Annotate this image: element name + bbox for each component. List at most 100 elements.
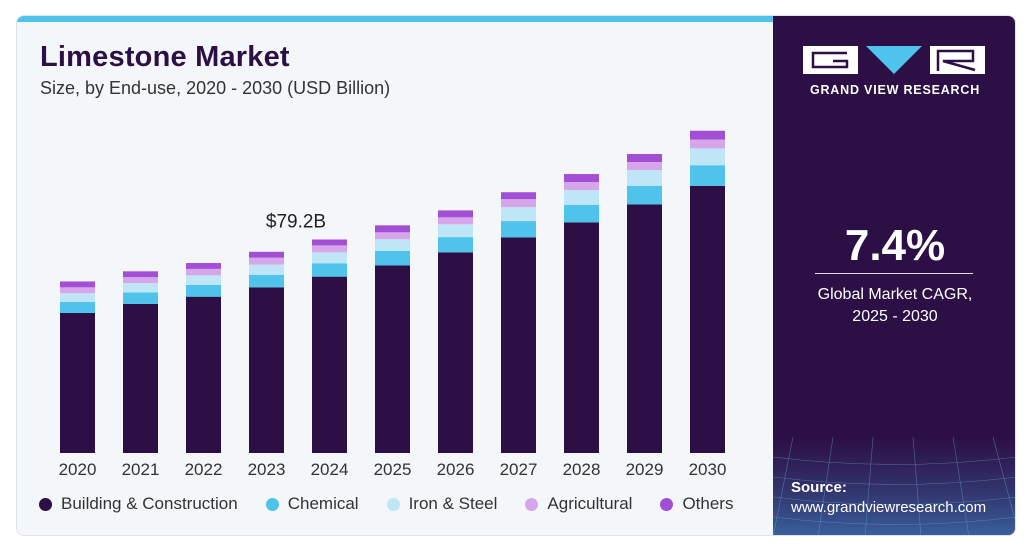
x-tick-label: 2023 (248, 460, 286, 479)
legend-item-2: Chemical (265, 494, 359, 514)
bar-segment-2028-4 (564, 182, 599, 191)
legend-swatch (660, 497, 674, 511)
x-tick-label: 2030 (689, 460, 727, 479)
bar-segment-2028-5 (564, 174, 599, 183)
bar-segment-2022-2 (186, 284, 221, 297)
bar-segment-2027-5 (501, 192, 536, 200)
bar-segment-2030-1 (690, 185, 725, 454)
bar-segment-2022-5 (186, 263, 221, 269)
x-tick-label: 2025 (374, 460, 412, 479)
bar-segment-2029-3 (627, 170, 662, 186)
bar-segment-2020-4 (60, 287, 95, 294)
x-tick-label: 2020 (59, 460, 97, 479)
bar-segment-2025-1 (375, 265, 410, 453)
stacked-bar-chart: 2020 2021 2022 2023 2024 $79.2B 2025 2026 2027 20… (59, 130, 727, 479)
bar-segment-2024-5 (312, 239, 347, 246)
x-tick-label: 2024 (311, 460, 349, 479)
bar-segment-2025-5 (375, 225, 410, 233)
legend-swatch (386, 497, 400, 511)
bar-segment-2020-2 (60, 302, 95, 313)
bar-segment-2021-5 (123, 271, 158, 278)
legend-item-3: Iron & Steel (386, 494, 498, 514)
bar-segment-2026-1 (438, 252, 473, 453)
bar-segment-2029-2 (627, 185, 662, 205)
bar-segment-2021-3 (123, 283, 158, 293)
bar-segment-2025-3 (375, 239, 410, 251)
bar-segment-2029-4 (627, 162, 662, 171)
accent-bar (17, 16, 773, 22)
bar-segment-2024-1 (312, 276, 347, 453)
cagr-label-line2: 2025 - 2030 (852, 308, 938, 325)
legend-label: Chemical (287, 494, 359, 513)
bar-segment-2021-2 (123, 292, 158, 304)
cagr-label-line1: Global Market CAGR, (817, 286, 973, 303)
legend-label: Building & Construction (61, 494, 238, 513)
bar-segment-2028-1 (564, 222, 599, 453)
bar-segment-2030-3 (690, 148, 725, 166)
bar-segment-2025-2 (375, 250, 410, 266)
x-tick-label: 2029 (626, 460, 664, 479)
source-url[interactable]: www.grandviewresearch.com (791, 499, 987, 516)
legend-swatch (265, 497, 279, 511)
bar-segment-2020-1 (60, 312, 95, 453)
bar-segment-2030-4 (690, 139, 725, 149)
legend-item-4: Agricultural (525, 494, 632, 514)
value-annotation: $79.2B (266, 212, 326, 233)
x-tick-label: 2027 (500, 460, 538, 479)
bar-segment-2028-2 (564, 204, 599, 223)
bar-segment-2027-1 (501, 237, 536, 453)
legend-swatch (525, 497, 539, 511)
bar-segment-2026-4 (438, 217, 473, 225)
chart-legend: Building & Construction Chemical Iron & St… (39, 494, 733, 514)
bar-segment-2027-2 (501, 221, 536, 238)
chart-title: Limestone Market (40, 41, 290, 73)
bar-segment-2021-1 (123, 303, 158, 453)
bar-segment-2029-1 (627, 204, 662, 453)
bar-segment-2026-3 (438, 224, 473, 238)
bar-segment-2026-5 (438, 210, 473, 218)
x-tick-label: 2022 (185, 460, 223, 479)
bar-segment-2021-4 (123, 277, 158, 284)
chart-card: Limestone Market Size, by End-use, 2020 … (16, 15, 1016, 536)
bar-segment-2022-3 (186, 275, 221, 285)
source-title: Source: (791, 479, 847, 496)
legend-label: Agricultural (547, 494, 633, 513)
x-tick-label: 2028 (563, 460, 601, 479)
bar-segment-2025-4 (375, 232, 410, 240)
source-note: Source: www.grandviewresearch.com (791, 478, 986, 518)
bar-segment-2022-1 (186, 296, 221, 453)
logo-text: GRAND VIEW RESEARCH (809, 83, 981, 97)
bar-segment-2030-2 (690, 165, 725, 186)
bar-segment-2020-5 (60, 281, 95, 288)
bar-segment-2024-2 (312, 263, 347, 277)
grand-view-research-logo (803, 46, 985, 74)
bar-segment-2023-1 (249, 287, 284, 453)
bar-segment-2023-4 (249, 257, 284, 265)
chart-subtitle: Size, by End-use, 2020 - 2030 (USD Billi… (40, 78, 391, 98)
bar-segment-2023-3 (249, 264, 284, 275)
legend-item-5: Others (660, 494, 733, 514)
sidebar-panel: GRAND VIEW RESEARCH 7.4% Global Market C… (773, 16, 1015, 535)
cagr-label: Global Market CAGR, 2025 - 2030 (773, 284, 1015, 328)
bar-segment-2026-2 (438, 237, 473, 253)
x-tick-label: 2021 (122, 460, 160, 479)
bar-segment-2027-4 (501, 199, 536, 208)
legend-item-1: Building & Construction (39, 494, 238, 514)
bar-segment-2020-3 (60, 293, 95, 303)
legend-swatch (39, 497, 52, 511)
bar-segment-2027-3 (501, 207, 536, 222)
cagr-divider (815, 273, 973, 274)
bar-segment-2029-5 (627, 154, 662, 163)
bar-segment-2023-2 (249, 274, 284, 288)
bar-segment-2024-3 (312, 252, 347, 264)
bar-segment-2028-3 (564, 190, 599, 205)
bar-segment-2022-4 (186, 268, 221, 276)
legend-label: Iron & Steel (408, 494, 498, 513)
bar-segment-2030-5 (690, 130, 725, 140)
decorative-grid (773, 437, 1015, 535)
x-tick-label: 2026 (437, 460, 475, 479)
bar-segment-2024-4 (312, 245, 347, 253)
legend-label: Others (682, 494, 734, 513)
cagr-value: 7.4% (844, 221, 946, 270)
bar-segment-2023-5 (249, 251, 284, 258)
